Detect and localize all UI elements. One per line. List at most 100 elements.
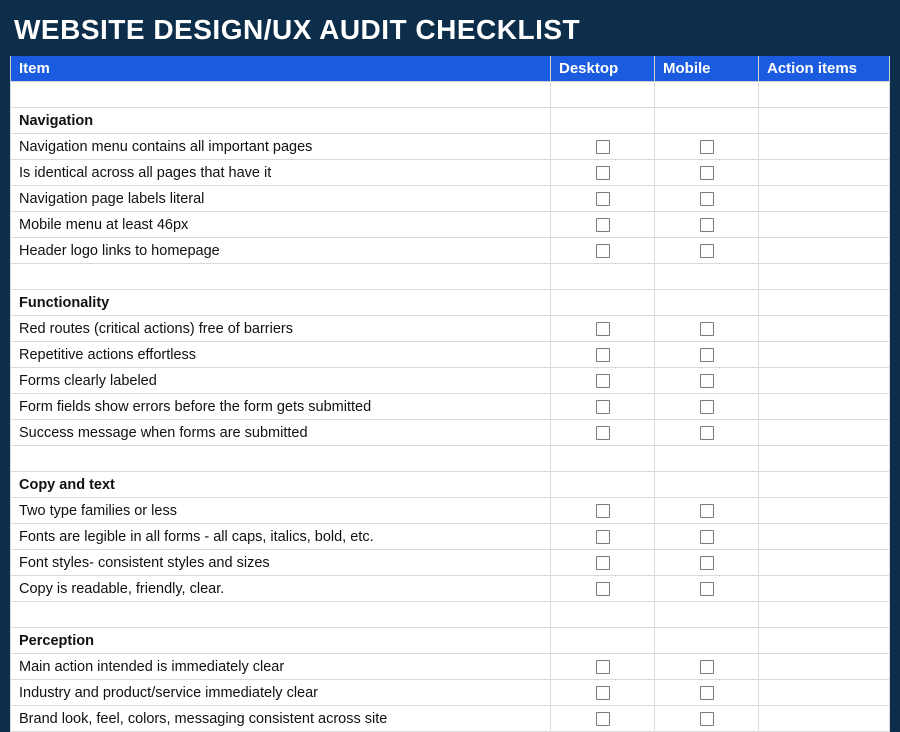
action-cell[interactable] bbox=[759, 160, 890, 186]
mobile-checkbox[interactable] bbox=[700, 322, 714, 336]
item-label: Navigation page labels literal bbox=[11, 186, 551, 212]
mobile-cell bbox=[655, 212, 759, 238]
mobile-checkbox[interactable] bbox=[700, 530, 714, 544]
item-label: Red routes (critical actions) free of ba… bbox=[11, 316, 551, 342]
table-row: Repetitive actions effortless bbox=[11, 342, 890, 368]
item-label: Mobile menu at least 46px bbox=[11, 212, 551, 238]
mobile-checkbox[interactable] bbox=[700, 400, 714, 414]
table-row: Success message when forms are submitted bbox=[11, 420, 890, 446]
desktop-checkbox[interactable] bbox=[596, 218, 610, 232]
mobile-checkbox[interactable] bbox=[700, 140, 714, 154]
item-label: Form fields show errors before the form … bbox=[11, 394, 551, 420]
desktop-checkbox[interactable] bbox=[596, 374, 610, 388]
item-label: Header logo links to homepage bbox=[11, 238, 551, 264]
action-cell[interactable] bbox=[759, 394, 890, 420]
mobile-checkbox[interactable] bbox=[700, 426, 714, 440]
action-cell[interactable] bbox=[759, 368, 890, 394]
mobile-checkbox[interactable] bbox=[700, 712, 714, 726]
mobile-checkbox[interactable] bbox=[700, 192, 714, 206]
spacer-cell bbox=[551, 446, 655, 472]
action-cell[interactable] bbox=[759, 316, 890, 342]
mobile-checkbox[interactable] bbox=[700, 504, 714, 518]
mobile-cell bbox=[655, 654, 759, 680]
mobile-cell bbox=[655, 394, 759, 420]
desktop-checkbox[interactable] bbox=[596, 686, 610, 700]
desktop-checkbox[interactable] bbox=[596, 556, 610, 570]
page-title: WEBSITE DESIGN/UX AUDIT CHECKLIST bbox=[14, 14, 890, 46]
empty-cell bbox=[759, 628, 890, 654]
desktop-checkbox[interactable] bbox=[596, 348, 610, 362]
desktop-cell bbox=[551, 706, 655, 732]
action-cell[interactable] bbox=[759, 238, 890, 264]
mobile-checkbox[interactable] bbox=[700, 556, 714, 570]
desktop-checkbox[interactable] bbox=[596, 582, 610, 596]
desktop-cell bbox=[551, 498, 655, 524]
mobile-checkbox[interactable] bbox=[700, 348, 714, 362]
section-row: Navigation bbox=[11, 108, 890, 134]
item-label: Industry and product/service immediately… bbox=[11, 680, 551, 706]
mobile-checkbox[interactable] bbox=[700, 582, 714, 596]
desktop-checkbox[interactable] bbox=[596, 400, 610, 414]
mobile-cell bbox=[655, 550, 759, 576]
desktop-checkbox[interactable] bbox=[596, 192, 610, 206]
table-row: Industry and product/service immediately… bbox=[11, 680, 890, 706]
action-cell[interactable] bbox=[759, 524, 890, 550]
table-row: Copy is readable, friendly, clear. bbox=[11, 576, 890, 602]
desktop-checkbox[interactable] bbox=[596, 660, 610, 674]
desktop-checkbox[interactable] bbox=[596, 322, 610, 336]
desktop-checkbox[interactable] bbox=[596, 530, 610, 544]
spacer-cell bbox=[759, 602, 890, 628]
item-label: Forms clearly labeled bbox=[11, 368, 551, 394]
spacer-row bbox=[11, 82, 890, 108]
col-header-desktop: Desktop bbox=[551, 55, 655, 82]
desktop-cell bbox=[551, 524, 655, 550]
action-cell[interactable] bbox=[759, 706, 890, 732]
desktop-cell bbox=[551, 342, 655, 368]
mobile-checkbox[interactable] bbox=[700, 218, 714, 232]
spacer-cell bbox=[759, 446, 890, 472]
desktop-cell bbox=[551, 160, 655, 186]
spacer-cell bbox=[655, 264, 759, 290]
section-heading: Navigation bbox=[11, 108, 551, 134]
action-cell[interactable] bbox=[759, 680, 890, 706]
table-row: Brand look, feel, colors, messaging cons… bbox=[11, 706, 890, 732]
empty-cell bbox=[551, 290, 655, 316]
desktop-checkbox[interactable] bbox=[596, 712, 610, 726]
spacer-row bbox=[11, 602, 890, 628]
mobile-checkbox[interactable] bbox=[700, 686, 714, 700]
mobile-checkbox[interactable] bbox=[700, 374, 714, 388]
item-label: Main action intended is immediately clea… bbox=[11, 654, 551, 680]
action-cell[interactable] bbox=[759, 134, 890, 160]
action-cell[interactable] bbox=[759, 342, 890, 368]
spacer-cell bbox=[551, 602, 655, 628]
mobile-checkbox[interactable] bbox=[700, 660, 714, 674]
spacer-cell bbox=[551, 82, 655, 108]
section-heading: Copy and text bbox=[11, 472, 551, 498]
desktop-checkbox[interactable] bbox=[596, 426, 610, 440]
mobile-checkbox[interactable] bbox=[700, 244, 714, 258]
desktop-checkbox[interactable] bbox=[596, 140, 610, 154]
mobile-cell bbox=[655, 576, 759, 602]
desktop-checkbox[interactable] bbox=[596, 244, 610, 258]
desktop-cell bbox=[551, 680, 655, 706]
desktop-checkbox[interactable] bbox=[596, 166, 610, 180]
action-cell[interactable] bbox=[759, 420, 890, 446]
desktop-checkbox[interactable] bbox=[596, 504, 610, 518]
item-label: Two type families or less bbox=[11, 498, 551, 524]
action-cell[interactable] bbox=[759, 576, 890, 602]
action-cell[interactable] bbox=[759, 550, 890, 576]
mobile-cell bbox=[655, 706, 759, 732]
mobile-checkbox[interactable] bbox=[700, 166, 714, 180]
section-row: Functionality bbox=[11, 290, 890, 316]
action-cell[interactable] bbox=[759, 212, 890, 238]
spacer-cell bbox=[11, 602, 551, 628]
table-row: Main action intended is immediately clea… bbox=[11, 654, 890, 680]
action-cell[interactable] bbox=[759, 186, 890, 212]
action-cell[interactable] bbox=[759, 654, 890, 680]
empty-cell bbox=[551, 628, 655, 654]
spacer-cell bbox=[655, 602, 759, 628]
action-cell[interactable] bbox=[759, 498, 890, 524]
desktop-cell bbox=[551, 550, 655, 576]
desktop-cell bbox=[551, 212, 655, 238]
spacer-cell bbox=[11, 264, 551, 290]
